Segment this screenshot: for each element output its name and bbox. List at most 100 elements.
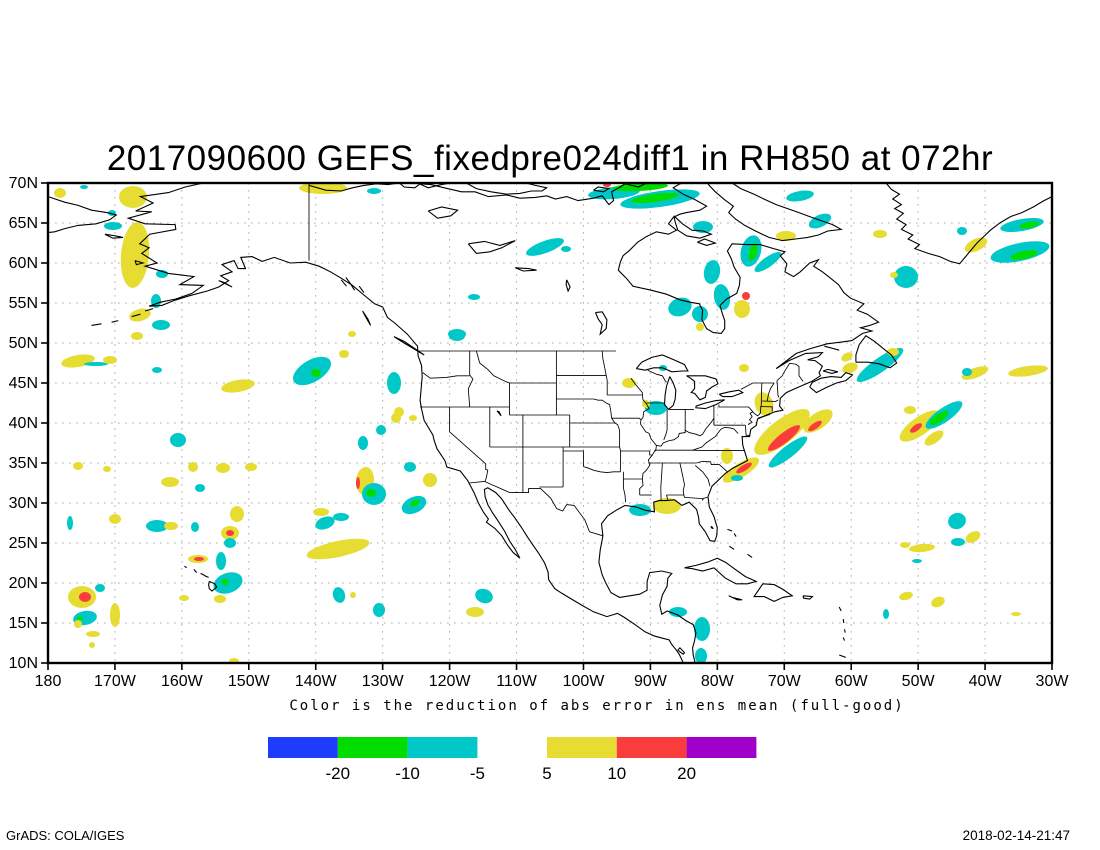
map-frame	[46, 181, 1054, 665]
anomaly-patch	[856, 347, 904, 383]
colorbar-tick-label: -20	[326, 764, 351, 783]
anomaly-patch	[119, 186, 147, 208]
anomaly-patch	[754, 392, 774, 416]
anomaly-patch	[742, 292, 750, 300]
lat-tick-label: 20N	[9, 575, 38, 592]
lat-tick-label: 50N	[9, 335, 38, 352]
anomaly-patch	[776, 231, 796, 241]
colorbar-segment	[268, 737, 338, 758]
anomaly-patch	[120, 222, 150, 288]
anomaly-patch	[170, 433, 186, 447]
lon-tick-label: 40W	[969, 673, 1003, 690]
anomaly-patch	[693, 221, 713, 233]
anomaly-patch	[466, 607, 484, 617]
anomaly-patch	[961, 366, 989, 380]
anomaly-patch	[894, 266, 918, 288]
anomaly-patch	[612, 183, 668, 192]
anomaly-patch	[103, 356, 117, 364]
lon-tick-label: 90W	[634, 673, 668, 690]
lat-tick-label: 65N	[9, 215, 38, 232]
lon-tick-label: 100W	[563, 673, 606, 690]
anomaly-patch	[79, 592, 91, 602]
anomaly-patch	[900, 542, 910, 548]
anomaly-patch	[622, 378, 636, 388]
anomaly-patch	[306, 538, 370, 560]
lon-tick-label: 140W	[295, 673, 338, 690]
lon-tick-label: 50W	[902, 673, 936, 690]
anomaly-patch	[754, 409, 810, 455]
anomaly-patch	[194, 557, 204, 561]
lon-tick-label: 30W	[1036, 673, 1070, 690]
anomaly-patch	[694, 617, 710, 641]
lat-tick-label: 35N	[9, 455, 38, 472]
colorbar-segment	[337, 737, 408, 758]
anomaly-patch	[245, 463, 257, 471]
lat-tick-label: 10N	[9, 655, 38, 672]
anomaly-patch	[84, 362, 108, 366]
anomaly-patch	[376, 425, 386, 435]
anomaly-patch	[103, 466, 111, 472]
anomaly-patch	[883, 609, 889, 619]
colorbar-tick-label: -5	[470, 764, 485, 783]
anomaly-patch	[808, 420, 822, 432]
anomaly-patch	[962, 368, 972, 376]
colorbar-tick-label: 20	[677, 764, 696, 783]
colorbar-tick-label: -10	[395, 764, 420, 783]
anomaly-patch	[387, 372, 401, 394]
shaded-anomaly-regions	[54, 183, 1050, 663]
anomaly-patch	[736, 462, 752, 474]
colorbar: -20 -10 -5 5 10 20	[268, 737, 757, 783]
anomaly-patch	[929, 410, 949, 426]
anomaly-patch	[739, 364, 749, 372]
anomaly-patch	[80, 185, 88, 189]
lat-tick-label: 40N	[9, 415, 38, 432]
anomaly-patch	[333, 513, 349, 521]
anomaly-patch	[224, 538, 236, 548]
anomaly-patch	[86, 631, 100, 637]
anomaly-patch	[873, 230, 887, 238]
anomaly-patch	[188, 462, 198, 472]
plot-title: 2017090600 GEFS_fixedpre024diff1 in RH85…	[106, 139, 994, 178]
anomaly-patch	[229, 658, 239, 663]
anomaly-patch	[391, 413, 401, 423]
colorbar-segment	[686, 737, 757, 758]
anomaly-patch	[669, 607, 687, 617]
grads-credit: GrADS: COLA/IGES	[6, 828, 125, 843]
anomaly-patch	[842, 362, 858, 374]
anomaly-patch	[73, 462, 83, 470]
anomaly-patch	[948, 512, 966, 530]
anomaly-patch	[904, 406, 916, 414]
anomaly-patch	[965, 531, 981, 543]
anomaly-patch	[767, 425, 801, 451]
anomaly-patch	[221, 579, 229, 585]
axis-labels: 70N65N60N55N50N45N40N35N30N25N20N15N10N1…	[9, 175, 1070, 690]
anomaly-patch	[899, 591, 913, 601]
lon-tick-label: 160W	[161, 673, 204, 690]
anomaly-patch	[129, 308, 151, 322]
lat-tick-label: 60N	[9, 255, 38, 272]
anomaly-patch	[754, 251, 782, 273]
anomaly-patch	[731, 475, 743, 481]
anomaly-patch	[311, 369, 321, 377]
lat-tick-label: 55N	[9, 295, 38, 312]
anomaly-patch	[221, 379, 255, 393]
coastlines	[48, 183, 1052, 663]
lat-tick-label: 30N	[9, 495, 38, 512]
anomaly-patch	[67, 516, 73, 530]
anomaly-patch	[164, 522, 178, 530]
anomaly-patch	[61, 354, 95, 368]
anomaly-patch	[152, 367, 162, 373]
lon-tick-label: 70W	[768, 673, 802, 690]
anomaly-patch	[410, 499, 420, 507]
anomaly-patch	[356, 477, 360, 489]
anomaly-patch	[367, 188, 381, 194]
anomaly-patch	[348, 331, 356, 337]
anomaly-patch	[54, 188, 66, 198]
anomaly-patch	[214, 595, 226, 603]
anomaly-patch	[373, 603, 385, 617]
anomaly-patch	[468, 294, 480, 300]
lon-tick-label: 150W	[228, 673, 271, 690]
colorbar-segment	[616, 737, 687, 758]
anomaly-patch	[195, 484, 205, 492]
